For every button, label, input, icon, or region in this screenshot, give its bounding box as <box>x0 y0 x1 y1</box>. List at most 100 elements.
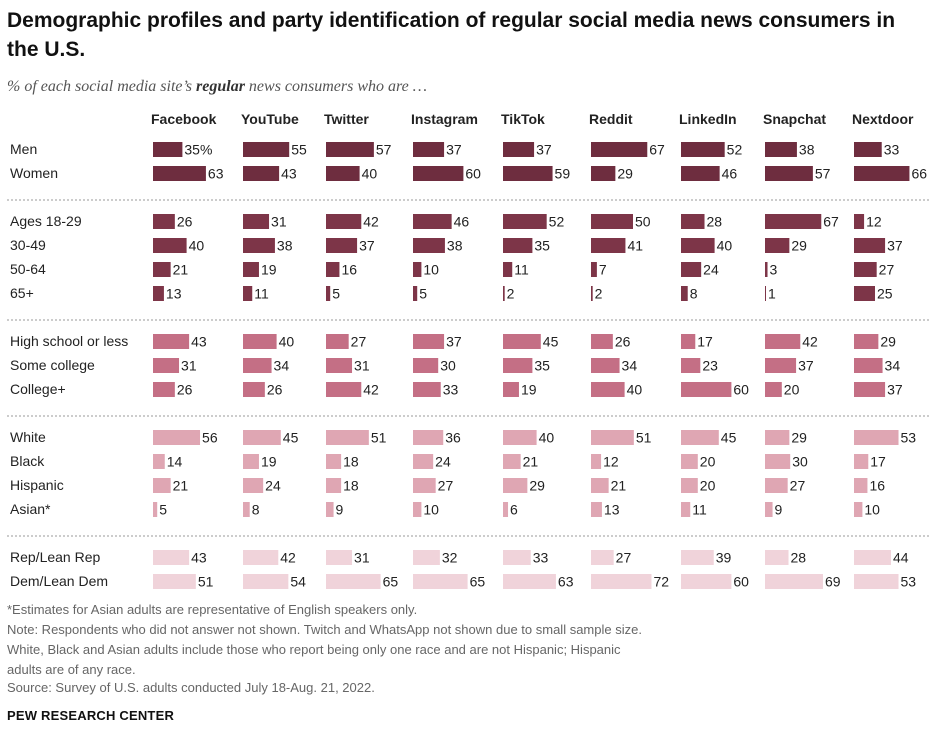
bar-value-label: 40 <box>279 334 295 350</box>
bar-value-label: 53 <box>901 574 917 590</box>
bar-value-label: 57 <box>376 142 392 158</box>
bar <box>326 286 331 301</box>
chart-notes: *Estimates for Asian adults are represen… <box>7 600 927 680</box>
bar-value-label: 12 <box>866 214 882 230</box>
bar <box>854 262 877 277</box>
bar-value-label: 2 <box>507 286 515 302</box>
column-header-facebook: Facebook <box>151 111 217 127</box>
bar <box>854 214 865 229</box>
bar-value-label: 3 <box>770 262 778 278</box>
bar-value-label: 16 <box>341 262 357 278</box>
bar <box>153 430 201 445</box>
bar <box>765 478 788 493</box>
row-label: High school or less <box>10 333 128 349</box>
bar-value-label: 13 <box>166 286 182 302</box>
row-label: Dem/Lean Dem <box>10 573 108 589</box>
bar-value-label: 36 <box>445 430 461 446</box>
bar-value-label: 23 <box>702 358 718 374</box>
bar <box>243 502 250 517</box>
bar-value-label: 8 <box>252 502 260 518</box>
bar-value-label: 28 <box>791 550 807 566</box>
bar <box>591 142 648 157</box>
bar <box>153 334 190 349</box>
bar <box>681 214 705 229</box>
bar <box>413 550 440 565</box>
bar <box>765 502 773 517</box>
bar-value-label: 46 <box>722 166 738 182</box>
bar <box>681 334 696 349</box>
bar <box>591 454 602 469</box>
bar-value-label: 66 <box>911 166 927 182</box>
bar-value-label: 38 <box>799 142 815 158</box>
bar-value-label: 52 <box>549 214 565 230</box>
bar <box>681 358 701 373</box>
bar-value-label: 12 <box>603 454 619 470</box>
row-label: Rep/Lean Rep <box>10 549 101 565</box>
bar-value-label: 32 <box>442 550 458 566</box>
bar-value-label: 63 <box>208 166 224 182</box>
bar-value-label: 51 <box>371 430 387 446</box>
bar-value-label: 45 <box>721 430 737 446</box>
bar <box>591 478 609 493</box>
bar-value-label: 43 <box>281 166 297 182</box>
row-label: Asian* <box>10 501 51 517</box>
bar <box>503 214 547 229</box>
bar <box>243 166 280 181</box>
bar-value-label: 31 <box>354 358 370 374</box>
bar <box>243 430 281 445</box>
bar-value-label: 9 <box>336 502 344 518</box>
bar <box>681 142 725 157</box>
bar-chart: Facebook YouTube Twitter Instagram TikTok Red… <box>7 111 930 590</box>
bar <box>681 550 714 565</box>
bar <box>765 262 768 277</box>
bar-value-label: 19 <box>261 454 277 470</box>
bar <box>765 358 797 373</box>
bar-value-label: 34 <box>885 358 901 374</box>
row-label: White <box>10 429 46 445</box>
bar <box>854 550 891 565</box>
bar <box>243 214 270 229</box>
bar-value-label: 25 <box>877 286 893 302</box>
bar-value-label: 35 <box>534 238 550 254</box>
row-label: College+ <box>10 381 66 397</box>
bar-value-label: 17 <box>870 454 886 470</box>
bar-value-label: 56 <box>202 430 218 446</box>
bar-value-label: 34 <box>622 358 638 374</box>
bar-value-label: 26 <box>177 382 193 398</box>
subtitle-text: % of each social media site’s <box>7 78 197 95</box>
subtitle-emphasis: regular <box>196 78 245 95</box>
bar <box>681 382 732 397</box>
bar <box>413 166 464 181</box>
bar <box>326 574 381 589</box>
bar <box>503 574 556 589</box>
row-label: Black <box>10 453 45 469</box>
bar-value-label: 57 <box>815 166 831 182</box>
row-label: 50-64 <box>10 261 46 277</box>
bar <box>243 262 259 277</box>
bar-value-label: 9 <box>775 502 783 518</box>
bar <box>243 334 277 349</box>
bar-value-label: 24 <box>435 454 451 470</box>
bar-value-label: 37 <box>446 334 462 350</box>
bar-value-label: 40 <box>189 238 205 254</box>
bar-value-label: 11 <box>692 502 707 518</box>
bar-value-label: 37 <box>798 358 814 374</box>
bar <box>413 358 439 373</box>
bar-value-label: 33 <box>443 382 459 398</box>
row-label: Some college <box>10 357 95 373</box>
column-header-snapchat: Snapchat <box>763 111 826 127</box>
bar <box>765 214 822 229</box>
bar-value-label: 43 <box>191 334 207 350</box>
bar <box>854 478 868 493</box>
bar-value-label: 52 <box>727 142 743 158</box>
bar <box>854 334 879 349</box>
bar-value-label: 51 <box>636 430 652 446</box>
source-note: Source: Survey of U.S. adults conducted … <box>7 680 375 695</box>
bar-value-label: 60 <box>733 382 749 398</box>
bar-value-label: 27 <box>616 550 632 566</box>
bar-value-label: 20 <box>700 478 716 494</box>
bar-value-label: 18 <box>343 454 359 470</box>
bar <box>591 262 597 277</box>
bar <box>765 382 782 397</box>
bar-value-label: 45 <box>283 430 299 446</box>
